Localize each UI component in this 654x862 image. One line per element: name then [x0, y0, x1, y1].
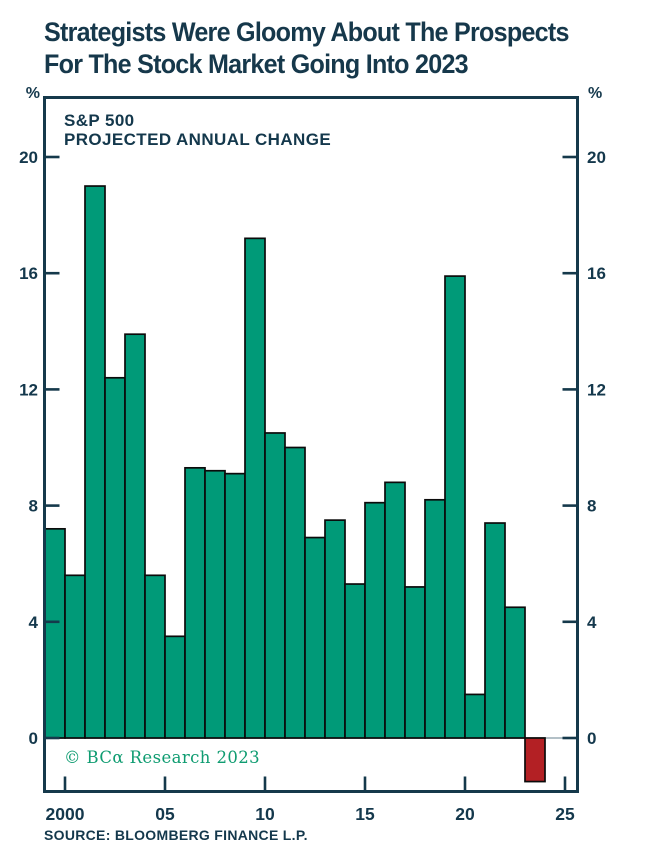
y-tick-label-left-16: 16 [19, 264, 38, 283]
bar-2011 [284, 446, 306, 739]
y-tick-label-left-4: 4 [29, 613, 39, 632]
x-tick-label-2015: 15 [355, 804, 375, 824]
chart-headline: Strategists Were Gloomy About The Prospe… [44, 16, 569, 80]
x-tick-label-2020: 20 [455, 804, 475, 824]
bar-2008 [224, 472, 246, 739]
x-tick-label-2010: 10 [255, 804, 275, 824]
bar-2009 [244, 237, 266, 739]
bar-2017 [404, 586, 426, 739]
y-tick-label-right-0: 0 [587, 729, 596, 748]
series-label-desc: PROJECTED ANNUAL CHANGE [64, 130, 332, 149]
bar-2005 [164, 635, 186, 739]
bar-2004 [144, 574, 166, 739]
bar-2016 [384, 481, 406, 739]
bar-2001 [84, 185, 106, 739]
plot-frame [43, 96, 579, 793]
bar-2021 [484, 522, 506, 739]
x-tick-label-2000: 2000 [46, 804, 85, 824]
watermark: © BCα Research 2023 [64, 748, 261, 767]
y-axis-unit-left: % [25, 85, 40, 102]
bar-2003 [124, 333, 146, 739]
bar-2012 [304, 536, 326, 739]
y-tick-label-left-12: 12 [19, 380, 38, 399]
series-label: S&P 500 PROJECTED ANNUAL CHANGE [64, 111, 331, 149]
bar-2020 [464, 693, 486, 739]
bar-2019 [444, 275, 466, 739]
y-tick-label-right-20: 20 [587, 148, 606, 167]
y-tick-label-right-8: 8 [587, 497, 596, 516]
bar-2010 [264, 432, 286, 739]
bar-2023 [524, 737, 546, 783]
y-tick-label-right-12: 12 [587, 380, 606, 399]
bar-1999 [44, 527, 66, 739]
headline-line-1: Strategists Were Gloomy About The Prospe… [44, 17, 569, 47]
y-tick-label-right-4: 4 [587, 613, 597, 632]
bar-2006 [184, 466, 206, 739]
series-label-name: S&P 500 [64, 111, 135, 130]
bar-2007 [204, 469, 226, 739]
y-tick-label-left-0: 0 [29, 729, 38, 748]
bar-2015 [364, 501, 386, 739]
bar-2013 [324, 519, 346, 739]
y-tick-label-left-8: 8 [29, 497, 38, 516]
bar-2022 [504, 606, 526, 739]
y-axis-unit-right: % [588, 85, 603, 102]
x-tick-label-2005: 05 [155, 804, 175, 824]
bar-2002 [104, 376, 126, 739]
headline-line-2: For The Stock Market Going Into 2023 [44, 49, 469, 79]
y-tick-label-right-16: 16 [587, 264, 606, 283]
bar-2014 [344, 583, 366, 739]
bar-2000 [64, 574, 86, 739]
x-tick-label-2025: 25 [555, 804, 575, 824]
bar-2018 [424, 498, 446, 739]
y-tick-label-left-20: 20 [19, 148, 38, 167]
source-note: SOURCE: BLOOMBERG FINANCE L.P. [44, 827, 308, 843]
